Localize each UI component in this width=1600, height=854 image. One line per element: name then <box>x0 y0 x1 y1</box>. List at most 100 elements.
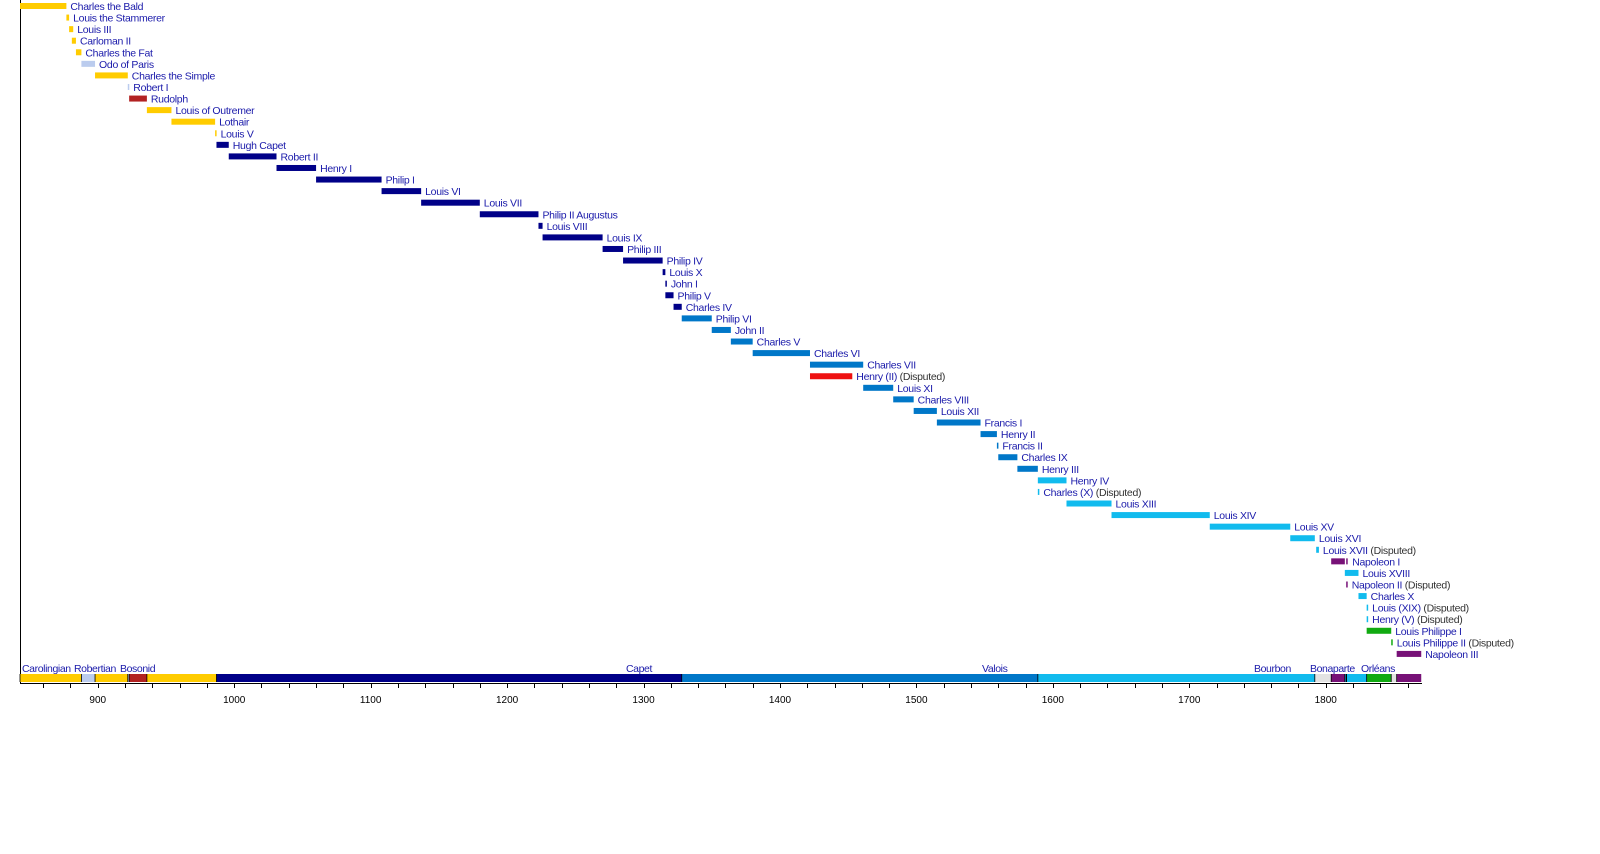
dynasty-segment <box>1344 674 1347 682</box>
reign-bar <box>171 118 216 125</box>
monarch-label: Napoleon I <box>1352 556 1400 568</box>
reign-bar <box>129 95 147 102</box>
reign-bar <box>316 176 382 183</box>
reign-bar <box>711 326 731 333</box>
reign-bar <box>216 141 229 148</box>
monarch-name: Lothair <box>219 117 250 129</box>
monarch-label: Philip V <box>678 290 711 302</box>
monarch-name: Francis II <box>1002 441 1042 453</box>
monarch-label: Lothair <box>219 117 250 129</box>
monarch-label: Carloman II <box>80 36 131 48</box>
disputed-note: (Disputed) <box>897 371 945 383</box>
reign-bar <box>662 269 666 276</box>
dynasty-band: Carolingian Robertian Bosonid Capet Valois Bo… <box>19 663 1422 682</box>
monarch-name: Charles the Simple <box>132 70 216 82</box>
monarch-label: Robert II <box>281 151 319 163</box>
monarch-label: Louis XVI <box>1319 533 1361 545</box>
dynasty-label: Carolingian <box>22 663 71 675</box>
monarch-label: Philip II Augustus <box>542 209 617 221</box>
monarch-label: Charles VII <box>867 360 916 372</box>
monarch-label: Louis (XIX) (Disputed) <box>1372 603 1469 615</box>
monarch-label: Charles the Simple <box>132 70 216 82</box>
reign-bar <box>381 188 422 195</box>
dynasty-segment <box>1331 674 1345 682</box>
reign-bar <box>479 211 539 218</box>
monarch-label: Francis II <box>1002 441 1042 453</box>
monarch-name: Louis of Outremer <box>175 105 255 117</box>
monarch-label: Louis V <box>221 128 254 140</box>
reign-bar <box>1344 569 1359 576</box>
reign-bar <box>215 130 217 137</box>
monarch-label: Charles IX <box>1021 452 1067 464</box>
monarch-name: Henry III <box>1042 464 1079 476</box>
reign-bar <box>146 107 172 114</box>
monarch-label: Louis XV <box>1294 522 1334 534</box>
monarch-name: Louis XIV <box>1214 510 1257 522</box>
reign-bar <box>980 431 997 438</box>
monarch-name: Philip III <box>627 244 661 256</box>
dynasty-label: Bourbon <box>1254 663 1291 675</box>
monarch-name: Napoleon II <box>1352 580 1402 592</box>
disputed-note: (Disputed) <box>1402 580 1450 592</box>
reign-bar <box>1366 604 1369 611</box>
dynasty-segment <box>81 674 96 682</box>
monarch-name: Louis Philippe II <box>1397 637 1466 649</box>
monarch-label: Henry I <box>320 163 352 175</box>
reign-bar <box>1366 627 1392 634</box>
monarch-label: Louis XI <box>897 383 933 395</box>
x-axis-ticks: 900 1000 1100 1200 1300 1400 1500 1600 1700 1800 <box>43 683 1409 706</box>
monarch-label: Louis IX <box>607 232 643 244</box>
reign-bar <box>1316 546 1319 553</box>
monarch-label: Henry (V) (Disputed) <box>1372 614 1462 626</box>
monarch-name: Odo of Paris <box>99 59 154 71</box>
dynasty-segment <box>146 674 217 682</box>
reign-bar <box>665 292 674 299</box>
reign-bar <box>1366 616 1369 623</box>
dynasty-segment <box>20 674 82 682</box>
reign-bar <box>1391 639 1393 646</box>
monarch-label: Napoleon III <box>1425 649 1478 661</box>
reign-bar <box>623 257 663 264</box>
x-tick-label: 1100 <box>360 695 382 706</box>
monarch-label: Philip VI <box>716 313 752 325</box>
monarch-label: Louis Philippe I <box>1395 626 1461 638</box>
reign-bar <box>1358 593 1367 600</box>
monarch-name: Louis VI <box>425 186 461 198</box>
reign-bar <box>752 350 810 357</box>
monarch-label: Louis XVIII <box>1362 568 1409 580</box>
disputed-note: (Disputed) <box>1368 545 1416 557</box>
dynasty-label: Orléans <box>1361 663 1395 675</box>
monarch-name: Louis XII <box>941 406 979 418</box>
monarch-name: Hugh Capet <box>233 140 286 152</box>
dynasty-segment <box>127 674 130 682</box>
monarch-label: Charles V <box>757 337 801 349</box>
monarch-name: Carloman II <box>80 36 131 48</box>
monarch-label: Louis XII <box>941 406 979 418</box>
reign-bar <box>421 199 480 206</box>
reign-bar <box>996 442 999 449</box>
monarch-label: Louis XVII (Disputed) <box>1323 545 1416 557</box>
reign-bar <box>1111 512 1210 519</box>
x-tick-label: 1500 <box>905 695 928 706</box>
dynasty-segment <box>681 674 1038 682</box>
reign-bar <box>936 419 981 426</box>
monarch-name: Philip II Augustus <box>542 209 617 221</box>
reign-bar <box>69 26 74 33</box>
x-tick-label: 900 <box>89 695 106 706</box>
reign-bar <box>602 245 624 252</box>
monarch-label: Francis I <box>985 418 1023 430</box>
monarch-name: Louis III <box>77 24 111 36</box>
dynasty-label: Bonaparte <box>1310 663 1355 675</box>
monarch-name: Charles IX <box>1021 452 1067 464</box>
dynasty-label: Robertian <box>74 663 116 675</box>
monarch-label: Napoleon II (Disputed) <box>1352 580 1450 592</box>
monarch-name: Henry II <box>1001 429 1035 441</box>
monarch-name: Henry (V) <box>1372 614 1414 626</box>
reign-bar <box>1346 581 1348 588</box>
reign-bar <box>681 315 712 322</box>
monarch-name: Louis XV <box>1294 522 1334 534</box>
monarch-name: Charles VI <box>814 348 860 360</box>
monarch-name: Napoleon III <box>1425 649 1478 661</box>
